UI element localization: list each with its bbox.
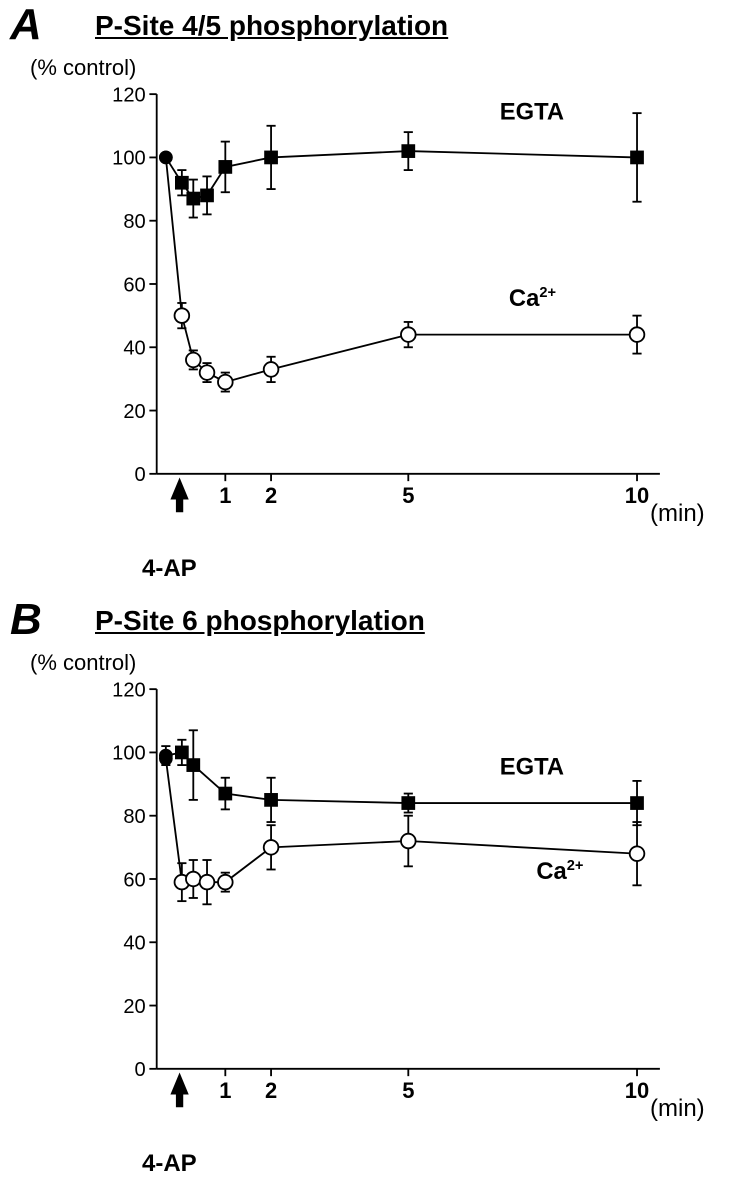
panel-a: A P-Site 4/5 phosphorylation (% control)… xyxy=(0,0,738,590)
svg-text:80: 80 xyxy=(123,211,145,233)
svg-text:Ca2+: Ca2+ xyxy=(536,858,583,885)
arrow-text-b: 4-AP xyxy=(142,1150,197,1177)
plot-b: 0 20 40 60 80 100 120 1 2 5 10 EGTA Ca2+ xyxy=(105,680,675,1110)
y-axis-label-b: (% control) xyxy=(30,650,136,676)
plot-a: 0 20 40 60 80 100 120 1 2 5 10 EGTA Ca2+ xyxy=(105,85,675,515)
svg-text:1: 1 xyxy=(219,1078,231,1103)
svg-text:60: 60 xyxy=(123,274,145,296)
svg-text:2: 2 xyxy=(265,1078,277,1103)
svg-text:0: 0 xyxy=(135,1059,146,1081)
svg-text:40: 40 xyxy=(123,933,145,955)
x-unit-b: (min) xyxy=(650,1095,705,1123)
panel-title-b: P-Site 6 phosphorylation xyxy=(95,605,425,637)
svg-text:80: 80 xyxy=(123,806,145,828)
svg-text:20: 20 xyxy=(123,401,145,423)
svg-text:120: 120 xyxy=(112,85,146,106)
svg-text:Ca2+: Ca2+ xyxy=(509,285,556,312)
panel-letter-a: A xyxy=(10,0,42,50)
svg-text:100: 100 xyxy=(112,743,146,765)
svg-text:EGTA: EGTA xyxy=(500,98,564,125)
svg-text:120: 120 xyxy=(112,680,146,701)
svg-text:0: 0 xyxy=(135,464,146,486)
arrow-label-a: 4-AP xyxy=(142,555,197,590)
arrow-text-a: 4-AP xyxy=(142,555,197,582)
panel-b: B P-Site 6 phosphorylation (% control) 0… xyxy=(0,595,738,1195)
svg-text:100: 100 xyxy=(112,148,146,170)
svg-text:5: 5 xyxy=(402,483,414,508)
panel-title-a: P-Site 4/5 phosphorylation xyxy=(95,10,448,42)
x-unit-a: (min) xyxy=(650,500,705,528)
panel-letter-b: B xyxy=(10,595,42,645)
svg-text:20: 20 xyxy=(123,996,145,1018)
svg-text:1: 1 xyxy=(219,483,231,508)
arrow-label-b: 4-AP xyxy=(142,1150,197,1195)
svg-text:5: 5 xyxy=(402,1078,414,1103)
svg-text:10: 10 xyxy=(625,483,649,508)
svg-text:60: 60 xyxy=(123,869,145,891)
svg-text:10: 10 xyxy=(625,1078,649,1103)
svg-text:2: 2 xyxy=(265,483,277,508)
y-axis-label-a: (% control) xyxy=(30,55,136,81)
svg-text:EGTA: EGTA xyxy=(500,754,564,781)
svg-text:40: 40 xyxy=(123,338,145,360)
